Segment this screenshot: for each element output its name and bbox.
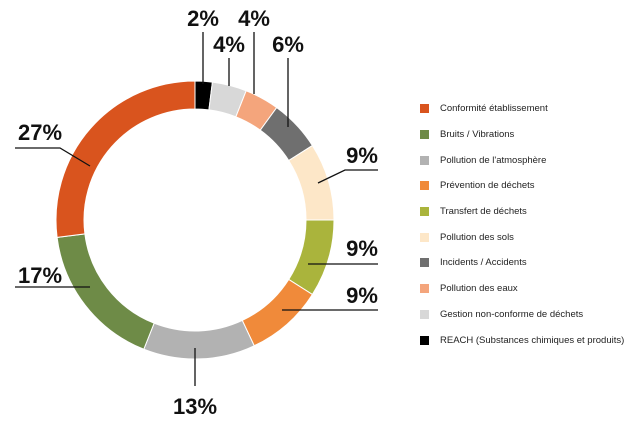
donut-slice (55, 80, 196, 238)
legend-swatch (420, 104, 429, 114)
leader-line (317, 169, 378, 184)
legend-item: REACH (Substances chimiques et produits) (420, 327, 638, 353)
data-label: 6% (272, 32, 304, 57)
donut-slice (56, 233, 155, 350)
data-label: 4% (238, 6, 270, 31)
donut-slice (143, 319, 255, 360)
legend-swatch (420, 181, 429, 191)
chart-legend: Conformité établissement Bruits / Vibrati… (420, 96, 638, 353)
legend-label: Pollution des eaux (440, 283, 518, 295)
legend-item: Pollution de l'atmosphère (420, 147, 638, 173)
legend-label: Gestion non-conforme de déchets (440, 308, 584, 320)
legend-item: Prévention de déchets (420, 173, 638, 199)
data-label: 9% (346, 143, 378, 168)
legend-label: REACH (Substances chimiques et produits) (440, 334, 625, 346)
data-label: 17% (18, 263, 62, 288)
legend-swatch (420, 155, 429, 165)
legend-swatch (420, 232, 429, 242)
legend-label: Conformité établissement (440, 103, 548, 115)
donut-slice (288, 144, 335, 221)
legend-item: Gestion non-conforme de déchets (420, 302, 638, 328)
legend-swatch (420, 130, 429, 140)
legend-label: Bruits / Vibrations (440, 129, 515, 141)
legend-item: Pollution des sols (420, 224, 638, 250)
data-label: 9% (346, 236, 378, 261)
legend-label: Transfert de déchets (440, 206, 527, 218)
donut-slice (241, 278, 314, 347)
data-label: 4% (213, 32, 245, 57)
legend-label: Pollution des sols (440, 231, 514, 243)
leader-line (15, 147, 91, 167)
data-label: 2% (187, 6, 219, 31)
data-label: 27% (18, 120, 62, 145)
legend-item: Conformité établissement (420, 96, 638, 122)
legend-item: Pollution des eaux (420, 276, 638, 302)
data-label: 13% (173, 394, 217, 419)
legend-swatch (420, 309, 429, 319)
legend-swatch (420, 207, 429, 217)
legend-item: Transfert de déchets (420, 199, 638, 225)
legend-swatch (420, 335, 429, 345)
legend-swatch (420, 258, 429, 268)
legend-item: Bruits / Vibrations (420, 122, 638, 148)
legend-item: Incidents / Accidents (420, 250, 638, 276)
data-label: 9% (346, 283, 378, 308)
legend-label: Pollution de l'atmosphère (440, 154, 547, 166)
legend-label: Incidents / Accidents (440, 257, 527, 269)
legend-label: Prévention de déchets (440, 180, 535, 192)
legend-swatch (420, 284, 429, 294)
